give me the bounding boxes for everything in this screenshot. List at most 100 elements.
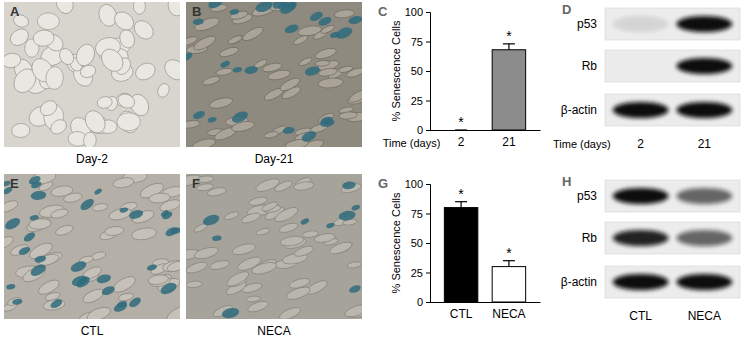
image-background [186, 2, 362, 147]
cell [209, 259, 231, 271]
bar [492, 267, 525, 302]
cell [186, 119, 200, 129]
row-label: β-actin [561, 275, 597, 289]
row-label: Rb [582, 59, 598, 73]
tick-label: 25 [411, 95, 423, 107]
band [613, 188, 669, 204]
figure: ADay-2BDay-21ECTLFNECA0255075100221**% S… [0, 0, 744, 343]
stained-cell [146, 263, 157, 271]
stained-cell [18, 245, 32, 256]
blot-strip [605, 50, 740, 82]
cell [246, 295, 261, 302]
band [676, 188, 732, 204]
cell [4, 234, 15, 252]
cell [92, 203, 108, 213]
cell [339, 111, 358, 120]
tick-label: 75 [411, 36, 423, 48]
stained-cell [326, 222, 335, 229]
band [676, 58, 732, 74]
stained-cell [320, 118, 335, 128]
stained-cell [202, 213, 221, 228]
stained-cell [29, 214, 39, 221]
bar [444, 208, 477, 302]
stained-cell [93, 188, 102, 196]
row-label: Rb [582, 231, 598, 245]
error-bar [503, 261, 515, 267]
stained-cell [221, 306, 240, 319]
cell [57, 46, 77, 67]
tick: 21 [502, 130, 516, 149]
cell [186, 280, 202, 288]
stained-cell [29, 262, 48, 278]
cell [148, 274, 169, 286]
cell [263, 131, 279, 140]
band [613, 230, 669, 246]
stained-cell [78, 197, 95, 213]
stained-cell [284, 23, 300, 35]
stained-cell [75, 275, 92, 290]
tick: 75 [411, 36, 430, 48]
blot-strip [605, 266, 740, 298]
cell [285, 285, 312, 302]
stained-cell [277, 2, 290, 11]
y-axis-title: % Senescence Cells [390, 20, 402, 121]
tick-label: 75 [411, 208, 423, 220]
cell [133, 2, 145, 14]
cell [54, 223, 74, 237]
tick-label: 2 [458, 135, 465, 149]
stained-cell [34, 254, 47, 263]
cell [293, 181, 314, 192]
blot-strip [605, 94, 740, 126]
annotation: * [458, 114, 464, 130]
x-axis-title: Time (days) [383, 137, 441, 149]
cell [262, 61, 283, 73]
cell [73, 41, 98, 68]
error-line [508, 44, 509, 50]
tick-label: 50 [411, 65, 423, 77]
cell [273, 179, 293, 194]
panel-label: G [378, 176, 388, 191]
stained-cell [317, 15, 333, 27]
row-label: β-actin [561, 103, 597, 117]
stained-cell [100, 285, 116, 297]
cell [347, 87, 362, 104]
stained-cell [348, 15, 362, 26]
x-axis: CTLNECA [431, 302, 541, 321]
bar-chart: 0255075100221**% Senescence CellsTime (d… [378, 4, 541, 149]
cell [45, 66, 64, 90]
cell [32, 29, 54, 47]
bar-chart: 0255075100CTLNECA**% Senescence CellsG [378, 176, 541, 321]
stained-cell [159, 281, 179, 297]
cell [314, 46, 338, 61]
x-axis: 2 21 [431, 130, 541, 149]
cell [108, 206, 133, 222]
y-axis: 0255075100 [405, 178, 431, 308]
cell [227, 34, 243, 46]
cell [278, 221, 299, 234]
row-label: p53 [577, 189, 597, 203]
cell [81, 286, 106, 305]
stained-cell [119, 207, 129, 214]
cell [315, 60, 330, 67]
cell [280, 235, 305, 247]
stained-cell [207, 2, 225, 10]
lane-label: CTL [629, 309, 652, 323]
stained-cell [244, 65, 259, 75]
cell [104, 225, 124, 236]
tick-label: NECA [492, 307, 525, 321]
stained-cell [128, 296, 143, 309]
cell [278, 305, 302, 319]
cell [81, 107, 109, 137]
panel-label: B [192, 4, 201, 19]
cell [302, 230, 319, 239]
cell [208, 96, 233, 111]
annotation: * [506, 245, 512, 261]
cell [318, 67, 338, 77]
tick: 50 [411, 65, 430, 77]
stained-cell [219, 60, 230, 69]
panel-label: E [10, 176, 19, 191]
cell [298, 56, 313, 67]
tick-label: 21 [502, 135, 516, 149]
image-background [4, 2, 180, 147]
stained-cell [30, 190, 47, 200]
